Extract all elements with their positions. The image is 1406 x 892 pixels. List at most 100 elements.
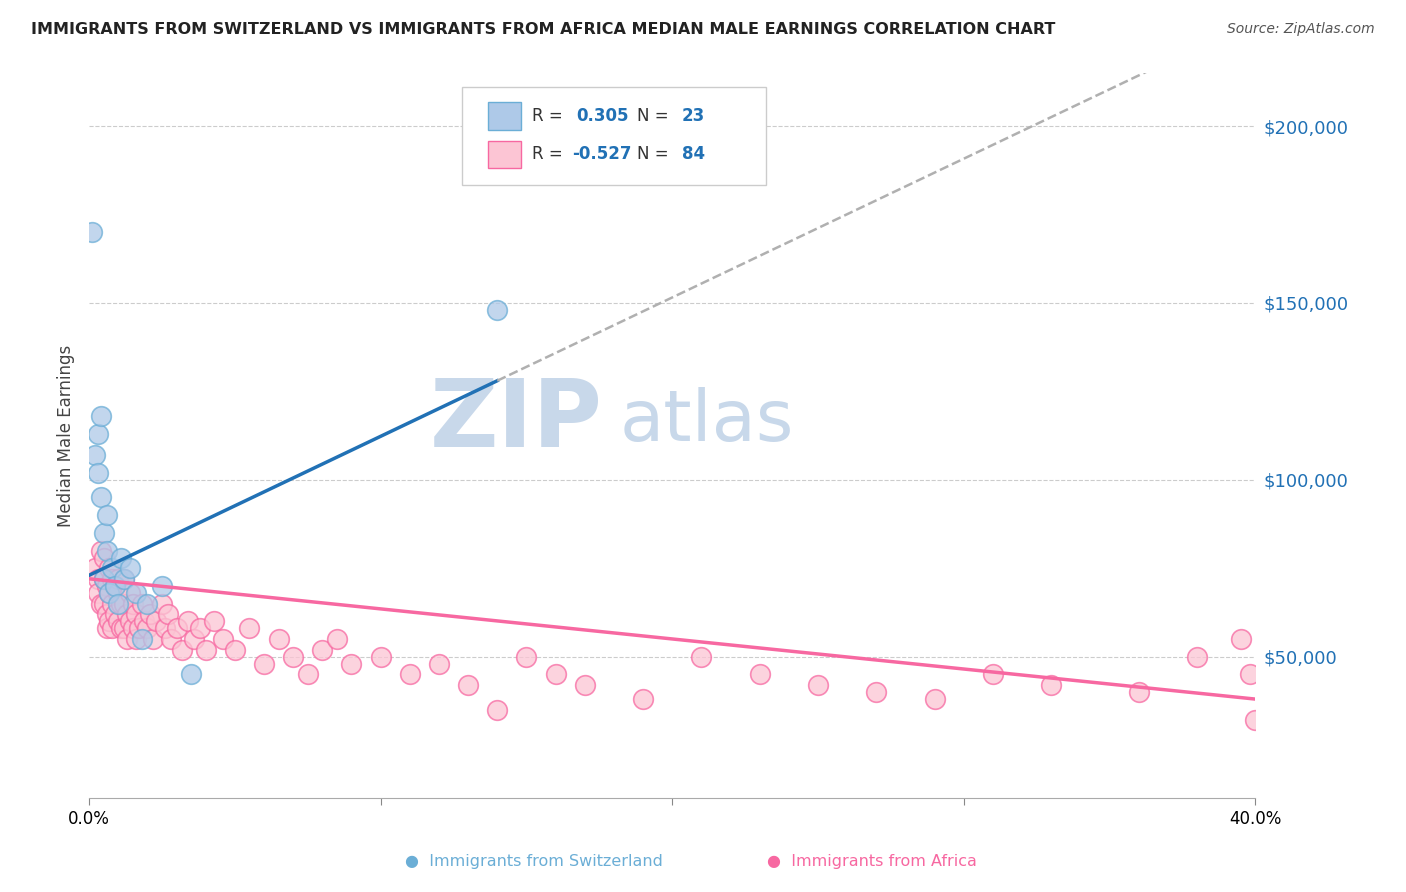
Point — [125, 586, 148, 600]
Text: 0.305: 0.305 — [576, 107, 628, 125]
Text: atlas: atlas — [620, 386, 794, 456]
Point — [159, 632, 181, 646]
Point — [87, 572, 110, 586]
FancyBboxPatch shape — [488, 103, 520, 129]
Y-axis label: Median Male Earnings: Median Male Earnings — [58, 344, 75, 526]
Point — [150, 597, 173, 611]
Point — [112, 572, 135, 586]
Point — [115, 632, 138, 646]
Point — [112, 621, 135, 635]
Point — [83, 561, 105, 575]
Point — [1040, 678, 1063, 692]
Point — [112, 572, 135, 586]
Point — [807, 678, 830, 692]
Text: -0.527: -0.527 — [572, 145, 631, 163]
Point — [370, 649, 392, 664]
Point — [212, 632, 235, 646]
Point — [87, 466, 110, 480]
Point — [96, 543, 118, 558]
Point — [544, 667, 567, 681]
Point — [110, 550, 132, 565]
Point — [107, 572, 129, 586]
Point — [398, 667, 420, 681]
Point — [283, 649, 305, 664]
Point — [96, 508, 118, 523]
Point — [1185, 649, 1208, 664]
Point — [118, 614, 141, 628]
Point — [93, 550, 115, 565]
Text: ●  Immigrants from Switzerland: ● Immigrants from Switzerland — [405, 854, 664, 869]
Point — [93, 525, 115, 540]
Point — [194, 642, 217, 657]
Point — [134, 614, 156, 628]
Point — [80, 225, 103, 239]
Point — [101, 561, 124, 575]
Text: 84: 84 — [682, 145, 704, 163]
Point — [115, 607, 138, 622]
Point — [1229, 632, 1251, 646]
Point — [204, 614, 226, 628]
Text: ZIP: ZIP — [429, 375, 602, 467]
Point — [153, 621, 176, 635]
Point — [690, 649, 713, 664]
Point — [110, 597, 132, 611]
Point — [90, 543, 112, 558]
Point — [131, 597, 153, 611]
Point — [457, 678, 479, 692]
Point — [104, 607, 127, 622]
Point — [1128, 685, 1150, 699]
Point — [1244, 714, 1267, 728]
Point — [183, 632, 205, 646]
Point — [118, 561, 141, 575]
FancyBboxPatch shape — [463, 87, 765, 186]
Point — [98, 586, 121, 600]
Point — [1239, 667, 1261, 681]
Point — [110, 621, 132, 635]
Point — [156, 607, 179, 622]
Point — [297, 667, 319, 681]
Point — [311, 642, 333, 657]
Point — [107, 597, 129, 611]
Point — [865, 685, 887, 699]
Point — [98, 586, 121, 600]
Point — [150, 579, 173, 593]
Point — [93, 572, 115, 586]
Point — [96, 607, 118, 622]
Point — [93, 597, 115, 611]
Point — [326, 632, 349, 646]
Point — [166, 621, 188, 635]
Point — [188, 621, 211, 635]
Point — [515, 649, 537, 664]
Point — [253, 657, 276, 671]
Point — [107, 614, 129, 628]
Point — [128, 621, 150, 635]
Text: R =: R = — [533, 107, 568, 125]
Point — [340, 657, 363, 671]
Text: N =: N = — [637, 145, 673, 163]
Point — [101, 621, 124, 635]
Point — [139, 607, 162, 622]
Text: N =: N = — [637, 107, 673, 125]
Point — [107, 586, 129, 600]
Text: Source: ZipAtlas.com: Source: ZipAtlas.com — [1227, 22, 1375, 37]
Point — [90, 597, 112, 611]
Point — [427, 657, 450, 671]
Point — [121, 597, 143, 611]
Text: 23: 23 — [682, 107, 704, 125]
Point — [121, 621, 143, 635]
Point — [87, 586, 110, 600]
Point — [104, 579, 127, 593]
Point — [136, 621, 159, 635]
Point — [145, 614, 167, 628]
Point — [87, 426, 110, 441]
Point — [142, 632, 165, 646]
Point — [83, 448, 105, 462]
Point — [112, 597, 135, 611]
Point — [172, 642, 194, 657]
Point — [631, 692, 654, 706]
Text: R =: R = — [533, 145, 568, 163]
Point — [96, 621, 118, 635]
Point — [180, 667, 202, 681]
Point — [125, 607, 148, 622]
Point — [238, 621, 260, 635]
